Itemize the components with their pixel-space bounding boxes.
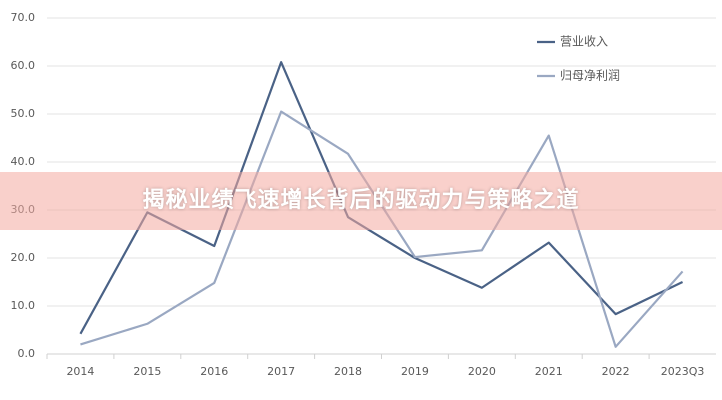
x-tick-label: 2014 <box>66 365 94 378</box>
y-tick-label: 0.0 <box>18 347 36 360</box>
y-tick-label: 50.0 <box>11 107 36 120</box>
x-tick-label: 2015 <box>133 365 161 378</box>
x-tick-label: 2020 <box>468 365 496 378</box>
legend-label: 营业收入 <box>560 35 608 49</box>
x-tick-label: 2017 <box>267 365 295 378</box>
x-tick-label: 2023Q3 <box>661 365 705 378</box>
y-tick-label: 20.0 <box>11 251 36 264</box>
x-tick-label: 2018 <box>334 365 362 378</box>
banner-title: 揭秘业绩飞速增长背后的驱动力与策略之道 <box>0 172 722 230</box>
legend-label: 归母净利润 <box>560 69 620 83</box>
x-tick-label: 2022 <box>602 365 630 378</box>
x-tick-label: 2021 <box>535 365 563 378</box>
x-tick-label: 2016 <box>200 365 228 378</box>
y-tick-label: 70.0 <box>11 11 36 24</box>
y-tick-label: 10.0 <box>11 299 36 312</box>
y-tick-label: 40.0 <box>11 155 36 168</box>
x-tick-label: 2019 <box>401 365 429 378</box>
y-tick-label: 60.0 <box>11 59 36 72</box>
